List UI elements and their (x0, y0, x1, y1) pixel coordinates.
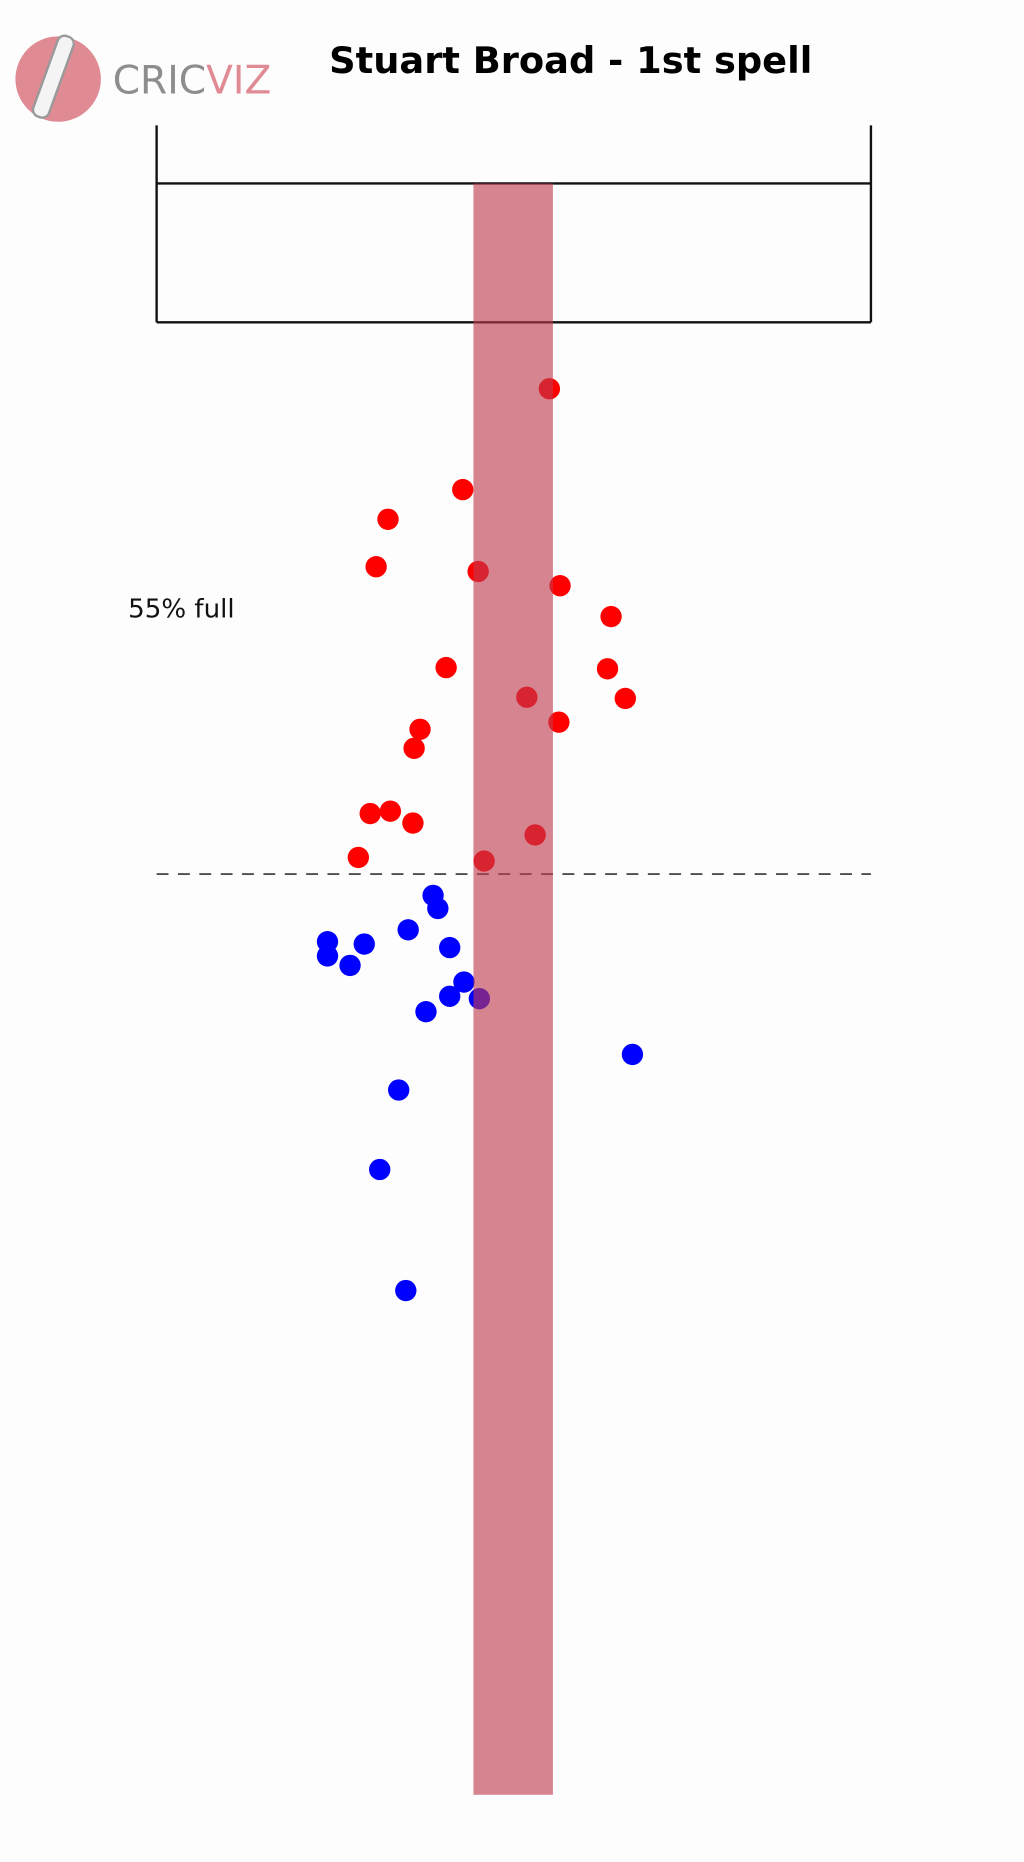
ball-point (339, 954, 361, 977)
ball-point (435, 656, 457, 679)
ball-point (353, 933, 375, 955)
ball-point (403, 737, 425, 759)
ball-point (548, 711, 570, 733)
ball-point (600, 605, 622, 628)
ball-point (614, 687, 636, 710)
ball-point (365, 556, 387, 578)
ball-point (397, 919, 419, 941)
ball-point (549, 575, 571, 597)
ball-point (316, 945, 339, 967)
ball-point (395, 1279, 417, 1302)
ball-point (409, 718, 431, 740)
chart-title: Stuart Broad - 1st spell (329, 39, 812, 82)
annotation: 55% full (128, 595, 235, 625)
logo-text: CRICVIZ (113, 58, 272, 103)
logo: CRICVIZ (15, 34, 271, 122)
logo-cric: CRIC (113, 58, 206, 103)
ball-point (379, 800, 402, 822)
ball-point (369, 1158, 391, 1181)
ball-point (347, 846, 370, 869)
ball-point (439, 985, 461, 1007)
ball-point (452, 478, 474, 501)
logo-bat (31, 34, 75, 119)
ball-point (402, 812, 424, 834)
ball-point (596, 658, 619, 680)
stumps-line (473, 183, 553, 1795)
ball-point (388, 1079, 410, 1101)
ball-point (415, 1001, 437, 1023)
ball-point (377, 508, 399, 530)
ball-point (453, 971, 475, 993)
ball-point (427, 897, 449, 920)
ball-point (359, 802, 381, 825)
logo-viz: VIZ (206, 58, 271, 103)
ball-point (621, 1043, 644, 1066)
ball-point (439, 936, 461, 959)
